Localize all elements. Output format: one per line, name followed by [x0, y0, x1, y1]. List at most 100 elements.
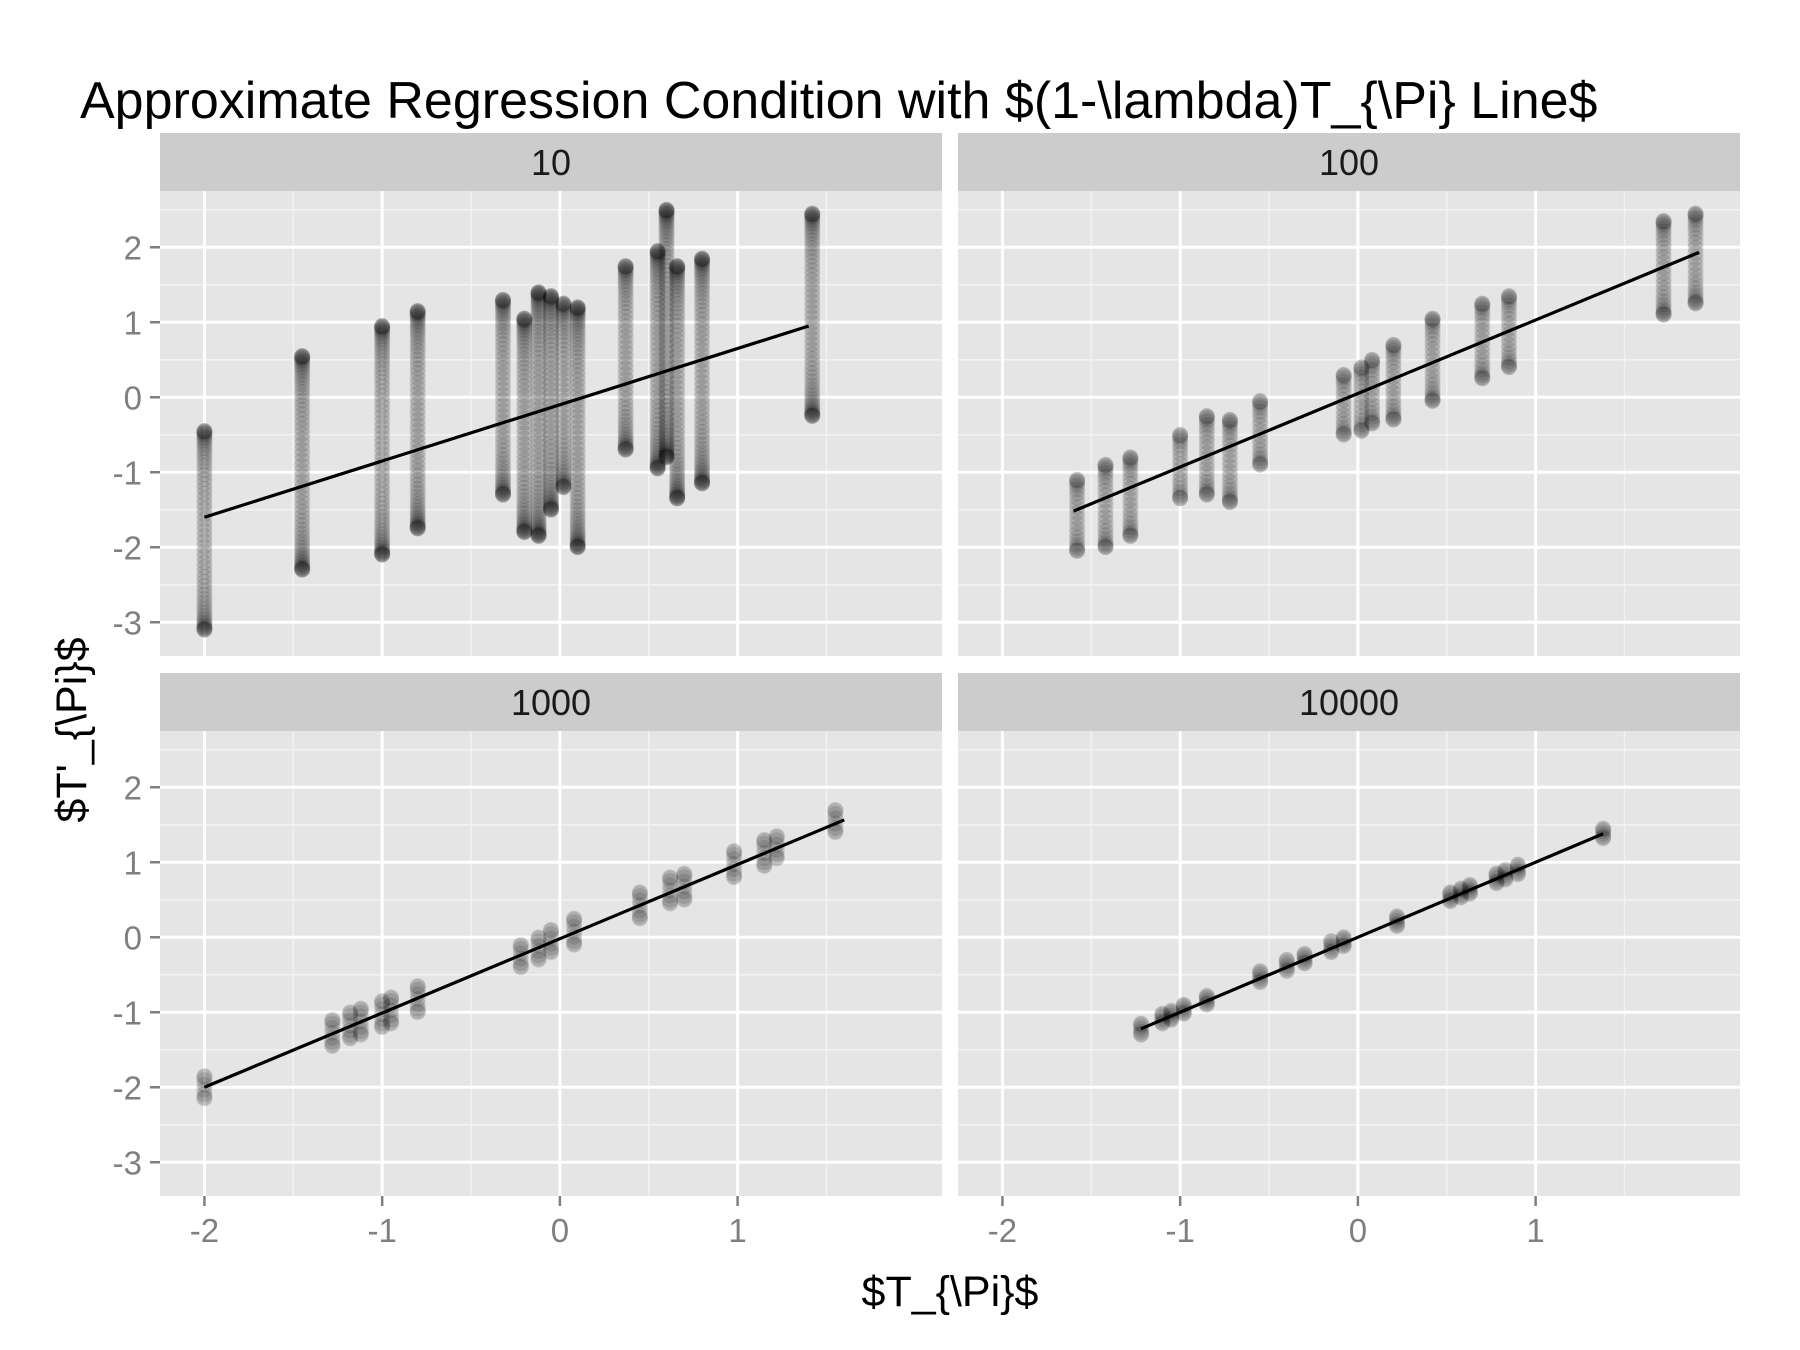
scatter-point — [530, 312, 547, 329]
scatter-point — [1097, 498, 1114, 514]
scatter-point — [756, 831, 773, 848]
scatter-point — [676, 887, 693, 904]
scatter-point — [543, 309, 559, 326]
y-tick-label: 1 — [124, 844, 142, 881]
scatter-point — [196, 440, 213, 457]
scatter-point — [530, 295, 547, 312]
scatter-point — [409, 411, 426, 428]
scatter-point — [694, 465, 711, 482]
scatter-point — [669, 439, 686, 456]
scatter-point — [294, 350, 311, 367]
scatter-point — [374, 378, 391, 395]
scatter-point — [1424, 331, 1441, 348]
scatter-point — [530, 284, 547, 301]
scatter-point — [409, 505, 426, 522]
scatter-point — [1198, 424, 1215, 441]
scatter-point — [694, 274, 711, 291]
scatter-point — [530, 437, 547, 454]
scatter-point — [1069, 543, 1086, 559]
scatter-point — [294, 348, 311, 365]
scatter-point — [1385, 349, 1402, 366]
scatter-point — [1252, 394, 1269, 411]
scatter-point — [543, 438, 559, 455]
scatter-point — [669, 421, 686, 438]
scatter-point — [662, 870, 679, 887]
scatter-point — [658, 349, 675, 366]
scatter-point — [543, 480, 559, 497]
scatter-point — [669, 278, 686, 295]
scatter-point — [516, 311, 533, 328]
scatter-point — [1252, 456, 1269, 473]
scatter-point — [1424, 389, 1441, 406]
scatter-point — [1252, 407, 1269, 424]
scatter-point — [543, 408, 559, 425]
scatter-point — [294, 498, 311, 515]
scatter-point — [658, 209, 675, 226]
scatter-point — [409, 313, 426, 330]
scatter-point — [669, 368, 686, 385]
scatter-point — [543, 500, 559, 517]
scatter-point — [530, 349, 547, 366]
scatter-point — [617, 270, 634, 287]
regression-line — [1072, 250, 1700, 513]
scatter-point — [1198, 439, 1215, 456]
scatter-point — [1172, 441, 1189, 458]
scatter-point — [555, 479, 572, 496]
scatter-point — [1353, 419, 1370, 436]
scatter-point — [196, 432, 213, 449]
scatter-point — [1655, 217, 1672, 234]
scatter-point — [374, 348, 391, 365]
scatter-point — [374, 440, 391, 457]
scatter-point — [1687, 205, 1704, 222]
scatter-point — [1122, 450, 1139, 467]
scatter-point — [1069, 520, 1086, 537]
scatter-point — [530, 287, 547, 304]
scatter-point — [1474, 353, 1491, 370]
scatter-point — [804, 277, 821, 294]
scatter-point — [374, 330, 391, 347]
scatter-point — [1198, 486, 1215, 503]
scatter-point — [1353, 408, 1370, 425]
scatter-point — [649, 388, 666, 405]
scatter-point — [566, 935, 583, 952]
scatter-point — [555, 446, 572, 463]
scatter-point — [669, 448, 686, 465]
scatter-point — [555, 476, 572, 493]
scatter-point — [1655, 239, 1672, 256]
scatter-point — [1595, 829, 1612, 846]
scatter-point — [658, 421, 675, 438]
scatter-point — [756, 857, 773, 874]
scatter-point — [569, 537, 586, 554]
scatter-point — [530, 291, 547, 308]
scatter-point — [352, 1001, 369, 1018]
scatter-point — [617, 436, 634, 453]
scatter-point — [1122, 470, 1139, 487]
scatter-point — [658, 207, 675, 224]
scatter-point — [1122, 528, 1139, 544]
scatter-point — [1252, 452, 1269, 469]
scatter-point — [543, 313, 559, 330]
scatter-point — [1221, 491, 1238, 508]
scatter-point — [196, 462, 213, 479]
scatter-point — [1385, 336, 1402, 353]
scatter-point — [516, 502, 533, 519]
scatter-point — [694, 271, 711, 288]
scatter-point — [569, 451, 586, 468]
scatter-point — [1474, 308, 1491, 325]
scatter-point — [530, 303, 547, 320]
scatter-point — [569, 430, 586, 447]
scatter-point — [649, 445, 666, 462]
scatter-point — [569, 536, 586, 553]
scatter-point — [409, 401, 426, 418]
scatter-point — [516, 363, 533, 380]
scatter-point — [374, 993, 391, 1010]
scatter-point — [294, 415, 311, 432]
scatter-point — [658, 443, 675, 460]
scatter-point — [409, 385, 426, 402]
scatter-point — [495, 323, 512, 340]
scatter-point — [516, 441, 533, 458]
scatter-point — [1385, 353, 1402, 370]
scatter-point — [1500, 353, 1517, 370]
scatter-point — [530, 293, 547, 310]
x-tick-label: -1 — [367, 1212, 396, 1249]
